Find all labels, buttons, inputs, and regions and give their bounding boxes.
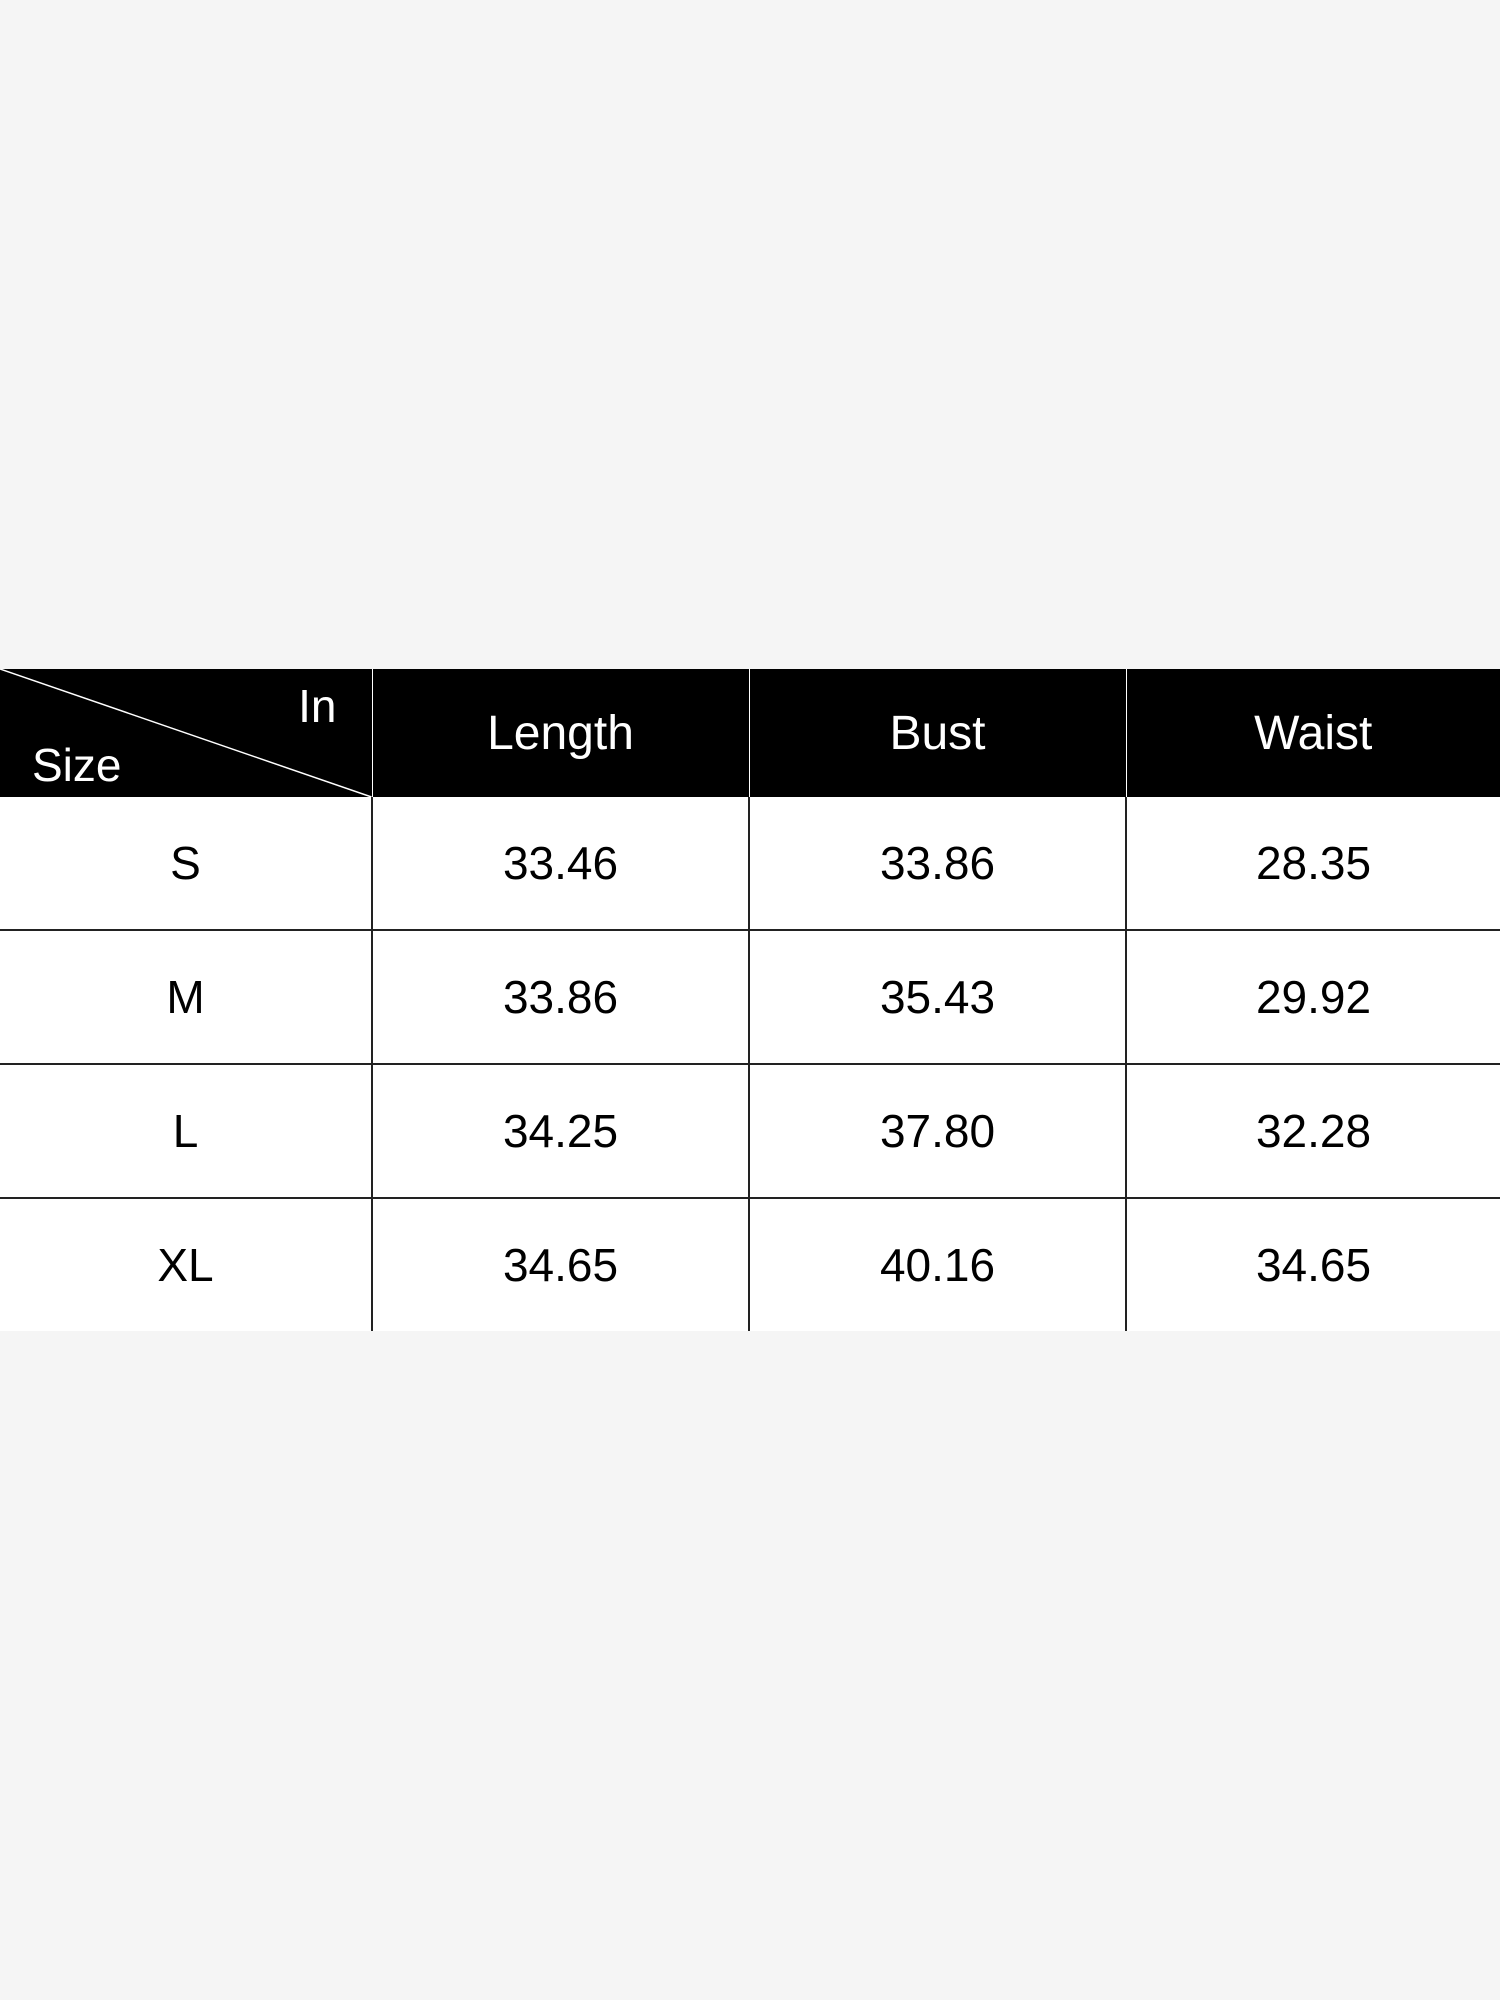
column-header-length: Length	[371, 669, 749, 797]
size-cell: M	[0, 929, 372, 1064]
table-row: XL 34.65 40.16 34.65	[0, 1197, 1500, 1331]
bust-cell: 33.86	[748, 797, 1126, 930]
length-cell: 34.25	[371, 1063, 749, 1198]
table-row: M 33.86 35.43 29.92	[0, 929, 1500, 1064]
column-header-bust: Bust	[748, 669, 1126, 797]
size-cell: XL	[0, 1197, 372, 1331]
corner-header-cell: In Size	[0, 669, 372, 797]
waist-cell: 29.92	[1125, 929, 1500, 1064]
table-row: L 34.25 37.80 32.28	[0, 1063, 1500, 1198]
bust-cell: 35.43	[748, 929, 1126, 1064]
length-cell: 33.46	[371, 797, 749, 930]
length-cell: 33.86	[371, 929, 749, 1064]
size-cell: L	[0, 1063, 372, 1198]
bust-cell: 37.80	[748, 1063, 1126, 1198]
table-row: S 33.46 33.86 28.35	[0, 797, 1500, 930]
size-chart-table: In Size Length Bust Waist S 33.46 33.86 …	[0, 669, 1500, 1331]
column-header-waist: Waist	[1125, 669, 1500, 797]
waist-cell: 34.65	[1125, 1197, 1500, 1331]
unit-label: In	[298, 680, 337, 732]
header-row: In Size Length Bust Waist	[0, 669, 1500, 797]
waist-cell: 28.35	[1125, 797, 1500, 930]
diagonal-divider	[0, 669, 372, 797]
size-cell: S	[170, 837, 201, 889]
bust-cell: 40.16	[748, 1197, 1126, 1331]
waist-cell: 32.28	[1125, 1063, 1500, 1198]
length-cell: 34.65	[371, 1197, 749, 1331]
size-label: Size	[32, 739, 122, 791]
